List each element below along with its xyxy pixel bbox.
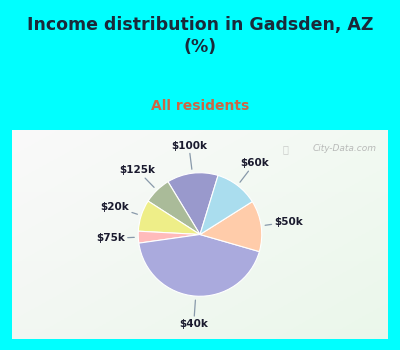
Text: $75k: $75k <box>96 233 134 243</box>
Wedge shape <box>168 173 218 235</box>
Text: Income distribution in Gadsden, AZ
(%): Income distribution in Gadsden, AZ (%) <box>27 16 373 56</box>
Text: $100k: $100k <box>171 141 207 169</box>
Wedge shape <box>138 201 200 234</box>
Text: ⦾: ⦾ <box>283 144 288 154</box>
Text: $40k: $40k <box>179 300 208 329</box>
Text: City-Data.com: City-Data.com <box>313 144 377 153</box>
Text: $60k: $60k <box>240 158 269 182</box>
Wedge shape <box>148 182 200 234</box>
Text: All residents: All residents <box>151 99 249 113</box>
Text: $20k: $20k <box>100 202 138 214</box>
Wedge shape <box>200 175 252 234</box>
Text: $125k: $125k <box>120 165 156 187</box>
Text: $50k: $50k <box>265 217 303 227</box>
Wedge shape <box>139 234 259 296</box>
Wedge shape <box>138 231 200 243</box>
Wedge shape <box>200 202 262 252</box>
